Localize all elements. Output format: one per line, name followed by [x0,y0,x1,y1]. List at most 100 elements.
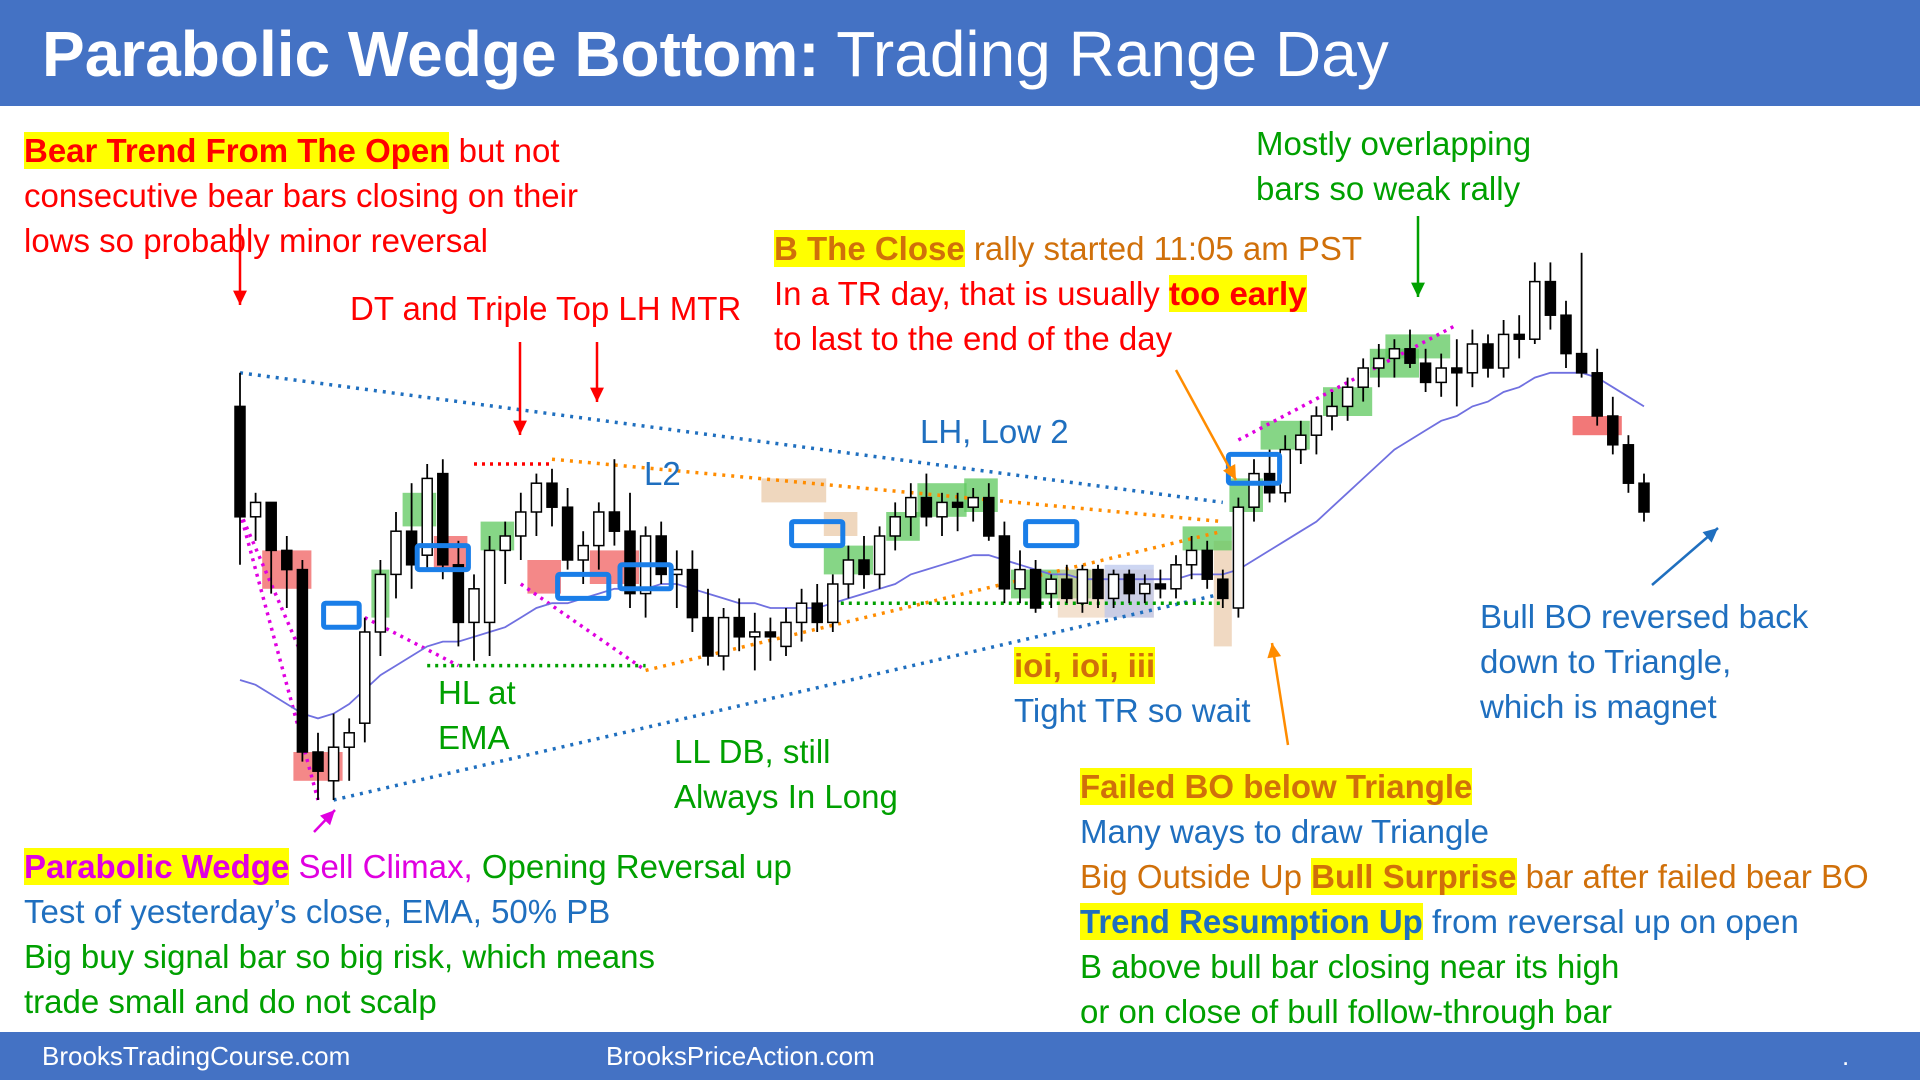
bull-candle [390,530,402,576]
bear-candle [920,496,933,518]
tan-box-1 [761,478,827,503]
bear-candle [1482,343,1494,369]
hl-ema-text-2: EMA [438,719,510,756]
bull-candle [1326,405,1338,417]
b-close-highlight: B The Close [774,230,965,267]
bull-candle [343,732,355,748]
bull-candle [967,496,979,508]
bull-candle [873,535,886,576]
mostly-overlapping-note: Mostly overlapping bars so weak rally [1256,121,1531,211]
ioi-text-2: Tight TR so wait [1014,692,1251,729]
failed-bo-text-6: or on close of bull follow-through bar [1080,993,1612,1030]
bull-candle [827,583,839,624]
ioi-note: ioi, ioi, iii Tight TR so wait [1014,643,1251,733]
l2-label: L2 [644,455,681,492]
bull-candle [421,477,433,556]
parabolic-wedge-arrow-head [320,810,335,826]
parabolic-text-4: Big buy signal bar so big risk, which me… [24,938,655,975]
footer-left-link[interactable]: BrooksTradingCourse.com [42,1041,351,1071]
footer-right-mark: . [1842,1041,1850,1071]
failed-bo-arrow-head [1267,643,1282,659]
bear-candle [1154,583,1167,590]
bull-candle [468,588,480,624]
bear-candle [1544,280,1557,316]
dt-arrow-2-head [590,387,604,402]
ioi-highlight: ioi, ioi, iii [1014,647,1156,684]
bull-bo-text-1: Bull BO reversed back [1480,598,1809,635]
bear-candle [764,631,777,638]
b-close-arrow-head [1222,464,1236,480]
bear-candle [1404,348,1416,364]
bear-candle [296,568,309,753]
bear-candle [1201,549,1213,580]
footer-center-link[interactable]: BrooksPriceAction.com [606,1041,875,1071]
bull-candle [1435,367,1447,384]
bear-candle [1607,415,1619,446]
bull-candle [1185,549,1198,566]
parabolic-text-1: Sell Climax, [289,848,473,885]
lh-low2-label: LH, Low 2 [920,413,1069,450]
bear-candle [702,616,714,657]
bear-candle [858,559,870,576]
bull-candle [577,544,589,561]
parabolic-text-2: Opening Reversal up [472,848,792,885]
bear-candle [1513,333,1525,340]
bull-candle [842,559,855,585]
bull-candle [936,501,948,518]
mostly-text-1: Mostly overlapping [1256,125,1532,162]
parabolic-text-3: Test of yesterday’s close, EMA, 50% PB [24,893,611,930]
bull-bo-text-3: which is magnet [1480,688,1717,725]
blue-signal-outline-1 [321,600,362,630]
bull-candle [1107,573,1120,600]
bull-bo-arrow-head [1702,528,1718,543]
bear-candle [951,501,964,508]
bear-trend-text-2: consecutive bear bars closing on their [24,177,578,214]
failed-bo-text-3b: bar after failed bear BO [1516,858,1869,895]
bear-candle [1092,568,1104,600]
bull-candle [1529,280,1541,340]
bull-candle [717,616,730,657]
b-close-text-1: rally started 11:05 am PST [964,230,1363,267]
title-bold: Parabolic Wedge Bottom: [42,18,820,90]
bear-candle [733,616,745,638]
bull-candle [374,573,387,633]
bear-candle [608,511,621,532]
bear-candle [1560,314,1572,355]
bear-candle [811,602,823,624]
bull-candle [1341,386,1354,408]
bear-candle [1123,573,1135,595]
b-close-arrow [1174,369,1238,481]
hl-ema-note: HL at EMA [438,670,516,760]
magenta-channel-line [1237,323,1458,442]
failed-bo-text-2: Many ways to draw Triangle [1080,813,1490,850]
bear-candle [1591,372,1603,417]
failed-bo-note: Failed BO below Triangle Many ways to dr… [1080,764,1869,1034]
bull-candle [1139,583,1151,595]
bull-candle [499,535,511,552]
failed-bo-text-3a: Big Outside Up [1080,858,1312,895]
bull-candle [359,631,371,724]
bull-candle [483,549,496,624]
failed-bo-highlight: Failed BO below Triangle [1080,768,1473,805]
magenta-wedge-line-4 [519,582,647,672]
parabolic-wedge-note: Parabolic Wedge Sell Climax, Opening Rev… [24,844,792,1024]
bear-trend-note: Bear Trend From The Open but not consecu… [24,128,578,263]
ll-db-text-2: Always In Long [674,778,898,815]
parabolic-highlight: Parabolic Wedge [24,848,290,885]
failed-bo-text-5: B above bull bar closing near its high [1080,948,1620,985]
bull-candle [1310,415,1323,436]
bull-candle [1232,506,1245,609]
bull-candle [593,511,605,547]
bull-candle [249,501,262,518]
bear-trend-text-3: lows so probably minor reversal [24,222,489,259]
bear-candle [1451,367,1463,374]
bear-candle [686,568,699,619]
bull-candle [1295,434,1307,451]
bull-candle [1373,357,1385,369]
bear-candle [312,751,324,772]
failed-bo-text-4b: from reversal up on open [1422,903,1799,940]
b-close-text-2: In a TR day, that is usually [774,275,1169,312]
bull-candle [1357,367,1369,388]
bear-candle [265,501,277,552]
bear-trend-highlight: Bear Trend From The Open [24,132,450,169]
